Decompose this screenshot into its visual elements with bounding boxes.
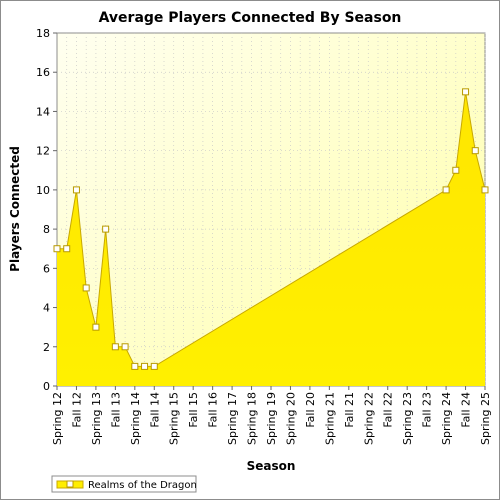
data-point	[141, 362, 149, 370]
y-tick-label: 8	[43, 223, 50, 236]
y-axis-ticks: 0 2 4 6 8 10 12 14 16 18	[36, 27, 57, 393]
y-tick-label: 4	[43, 302, 50, 315]
x-tick-label: Fall 21	[343, 392, 356, 428]
legend-box	[51, 475, 197, 493]
data-point	[82, 284, 90, 292]
x-tick-label: Fall 23	[421, 392, 434, 428]
area-series-line	[57, 91, 486, 367]
y-tick-label: 14	[36, 105, 50, 118]
data-point	[111, 343, 119, 351]
x-tick-label: Spring 13	[90, 392, 103, 445]
x-axis-label: Season	[247, 459, 296, 473]
data-markers	[53, 88, 489, 370]
data-point	[442, 186, 450, 194]
data-point	[150, 362, 158, 370]
x-tick-label: Spring 18	[246, 392, 259, 445]
y-tick-label: 18	[36, 27, 50, 40]
x-tick-label: Fall 13	[109, 392, 122, 428]
area-series-fill	[57, 91, 485, 386]
data-point	[471, 147, 479, 155]
y-tick-label: 10	[36, 184, 50, 197]
x-axis-ticks: Spring 12 Fall 12 Spring 13 Fall 13 Spring 1…	[51, 386, 492, 445]
y-axis-label: Players Connected	[8, 146, 22, 272]
x-tick-label: Spring 20	[284, 392, 297, 445]
data-point	[53, 245, 61, 253]
x-tick-label: Fall 16	[207, 392, 220, 428]
x-tick-label: Fall 20	[304, 392, 317, 428]
legend-swatch-marker	[66, 480, 74, 488]
legend-swatch	[56, 480, 84, 489]
x-tick-label: Fall 15	[187, 392, 200, 428]
y-tick-label: 16	[36, 66, 50, 79]
x-tick-label: Spring 19	[265, 392, 278, 445]
x-tick-label: Spring 15	[168, 392, 181, 445]
data-point	[102, 225, 110, 233]
x-tick-label: Spring 21	[323, 392, 336, 445]
x-tick-label: Spring 23	[401, 392, 414, 445]
x-tick-label: Fall 22	[382, 392, 395, 428]
y-tick-label: 0	[43, 380, 50, 393]
x-tick-label: Fall 12	[70, 392, 83, 428]
data-point	[63, 245, 71, 253]
data-point	[72, 186, 80, 194]
data-point	[92, 323, 100, 331]
x-tick-label: Spring 22	[362, 392, 375, 445]
x-tick-label: Spring 14	[129, 392, 142, 445]
chart-title: Average Players Connected By Season	[99, 10, 402, 26]
legend-label: Realms of the Dragon	[88, 480, 197, 491]
x-tick-label: Spring 12	[51, 392, 64, 445]
x-tick-label: Fall 14	[148, 392, 161, 428]
data-point	[481, 186, 489, 194]
y-tick-label: 6	[43, 262, 50, 275]
x-tick-label: Fall 24	[460, 392, 473, 428]
y-tick-label: 12	[36, 145, 50, 158]
data-point	[462, 88, 470, 96]
data-point	[131, 362, 139, 370]
x-tick-label: Spring 25	[479, 392, 492, 445]
x-tick-label: Spring 24	[440, 392, 453, 445]
data-point	[452, 166, 460, 174]
y-tick-label: 2	[43, 341, 50, 354]
x-tick-label: Spring 17	[226, 392, 239, 445]
data-point	[121, 343, 129, 351]
legend: Realms of the Dragon	[51, 475, 197, 493]
